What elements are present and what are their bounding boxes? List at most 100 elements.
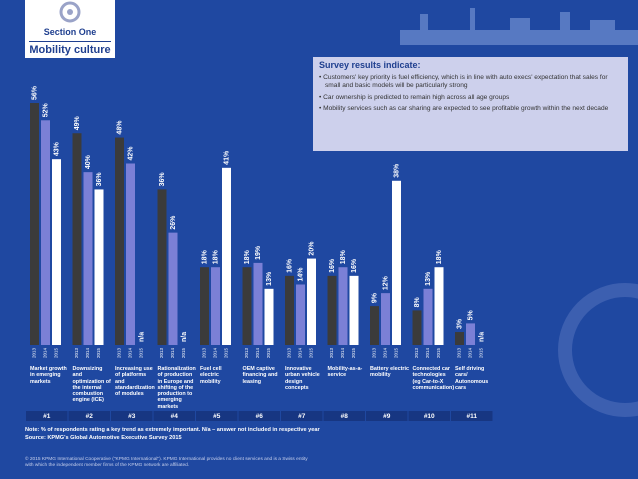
value-label: n/a [138,332,145,342]
section-title: Mobility culture [29,41,111,56]
category-number-box [153,411,195,421]
bar [168,232,178,345]
survey-bullet: • Customers' key priority is fuel effici… [319,73,608,90]
series-year-label: 2015 [139,348,144,359]
bar [307,258,316,345]
bar [222,167,231,345]
series-year-label: 2014 [85,348,90,359]
bar [296,284,305,345]
category-number-box [238,411,280,421]
value-label: 49% [74,115,81,130]
bar [327,275,337,345]
value-label: n/a [478,332,485,342]
category-label: Rationalization of production in Europe … [157,366,196,410]
series-year-label: 2015 [309,348,314,359]
bar [242,267,252,345]
series-year-label: 2013 [287,348,292,359]
series-year-label: 2014 [425,348,430,359]
category-label: Self driving cars/ Autonomous cars [455,366,489,391]
section-box: Section One Mobility culture [25,0,115,58]
category-number-box [68,411,110,421]
category-number-box [26,411,68,421]
bar [52,159,61,345]
value-label: n/a [181,332,188,342]
survey-bullet: • Mobility services such as car sharing … [319,105,609,113]
series-year-label: 2014 [128,348,133,359]
category-number-box [196,411,238,421]
category-number: #5 [213,413,221,420]
category-number-box [408,411,450,421]
value-label: 41% [223,150,230,165]
value-label: 20% [308,241,315,256]
category-number: #2 [86,413,94,420]
series-year-label: 2014 [383,348,388,359]
category-number-box [111,411,153,421]
category-label: Downsizing and optimization of the inter… [72,366,111,404]
series-year-label: 2013 [414,348,419,359]
bar [434,267,444,345]
value-label: 43% [53,141,60,156]
category-number-box [281,411,323,421]
bar [381,293,390,345]
series-year-label: 2013 [244,348,249,359]
category-number-box [451,411,493,421]
series-year-label: 2015 [54,348,59,359]
value-label: 18% [212,249,219,264]
category-number: #4 [171,413,179,420]
series-year-label: 2015 [181,348,186,359]
bar [285,275,294,345]
bar [466,323,475,345]
value-label: 13% [425,271,432,286]
value-label: 18% [244,249,251,264]
series-year-label: 2013 [372,348,377,359]
bar [30,103,39,345]
category-number: #11 [467,413,478,420]
bar [370,306,379,345]
value-label: 9% [371,292,378,303]
category-number: #10 [424,413,435,420]
category-number: #1 [43,413,51,420]
category-number-box [323,411,365,421]
wheel-icon [59,1,81,23]
bar [253,262,263,345]
category-label: Fuel cell electric mobility [200,366,222,385]
skyline [400,8,638,45]
category-number-box [366,411,408,421]
category-number: #7 [298,413,306,420]
bar [264,288,274,345]
value-label: 26% [170,215,177,230]
survey-title: Survey results indicate: [319,60,421,70]
category-number: #6 [256,413,264,420]
bar [392,180,401,345]
value-label: 13% [266,271,273,286]
survey-box: Survey results indicate: • Customers' ke… [313,57,628,151]
bar [41,120,50,346]
value-label: 16% [286,258,293,273]
series-year-label: 2015 [224,348,229,359]
bar [83,172,93,345]
bar [200,267,209,345]
bar [412,310,422,345]
series-year-label: 2015 [436,348,441,359]
note: Note: % of respondents rating a key tren… [25,427,320,433]
bar [349,275,359,345]
series-year-label: 2014 [298,348,303,359]
value-label: 16% [351,258,358,273]
value-label: 18% [340,249,347,264]
series-year-label: 2013 [202,348,207,359]
series-year-label: 2014 [43,348,48,359]
series-year-label: 2013 [32,348,37,359]
value-label: 5% [467,309,474,320]
tire-decoration [558,283,638,417]
bar [211,267,220,345]
series-year-label: 2014 [255,348,260,359]
series-year-label: 2015 [351,348,356,359]
bar [157,189,167,345]
category-number: #9 [383,413,391,420]
value-label: 40% [85,154,92,169]
category-label: Mobility-as-a-service [327,366,363,379]
value-label: 36% [96,172,103,187]
value-label: 42% [127,146,134,161]
bar [126,163,135,345]
